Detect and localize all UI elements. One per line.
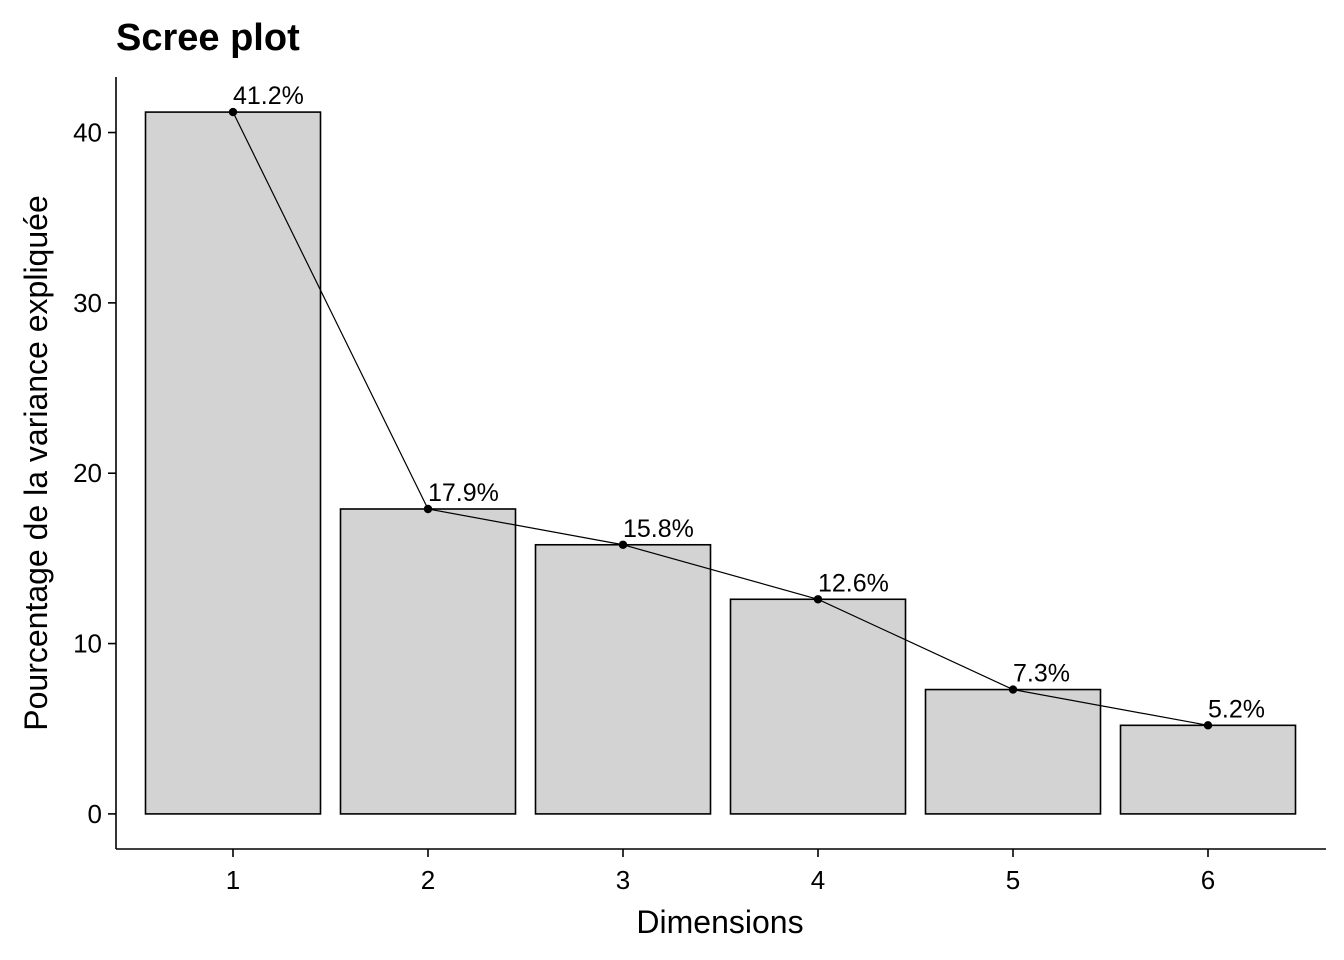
point-dim-3 [618, 540, 628, 549]
data-label-dim-6: 5.2% [1208, 695, 1265, 723]
x-tick-label-2: 2 [421, 865, 435, 895]
y-tick-label-0: 0 [88, 799, 102, 829]
point-dim-5 [1008, 685, 1018, 694]
bar-dim-5 [924, 688, 1102, 815]
bars-layer [144, 111, 1297, 815]
data-label-dim-4: 12.6% [818, 569, 889, 597]
data-label-dim-5: 7.3% [1013, 660, 1070, 688]
x-ticks: 1 2 3 4 5 6 [226, 849, 1215, 895]
point-dim-2 [423, 504, 433, 514]
data-label-dim-1: 41.2% [233, 82, 304, 110]
point-dim-1 [228, 107, 238, 117]
bar-dim-4 [729, 598, 907, 815]
y-tick-label-10: 10 [73, 629, 102, 659]
point-dim-6 [1203, 721, 1213, 730]
variance-line [232, 111, 1209, 726]
y-ticks: 0 10 20 30 40 [73, 118, 116, 829]
y-tick-label-40: 40 [73, 118, 102, 148]
x-tick-label-3: 3 [616, 865, 630, 895]
x-tick-label-4: 4 [811, 865, 825, 895]
bar-dim-2 [339, 508, 517, 815]
data-label-dim-3: 15.8% [623, 515, 694, 543]
point-dim-4 [813, 595, 823, 604]
y-tick-label-30: 30 [73, 288, 102, 318]
x-tick-label-6: 6 [1201, 865, 1215, 895]
data-label-dim-2: 17.9% [428, 479, 499, 507]
axes-layer [115, 77, 1326, 850]
x-tick-label-5: 5 [1006, 865, 1020, 895]
y-tick-label-20: 20 [73, 458, 102, 488]
chart-title: Scree plot [116, 17, 300, 59]
y-axis-title: Pourcentage de la variance expliquée [18, 195, 54, 730]
data-labels-layer: 41.2% 17.9% 15.8% 12.6% 7.3% 5.2% [233, 82, 1265, 723]
x-axis-title: Dimensions [636, 904, 803, 940]
bar-dim-6 [1119, 724, 1297, 815]
x-tick-label-1: 1 [226, 865, 240, 895]
trend-layer [228, 107, 1213, 730]
bar-dim-1 [144, 111, 322, 815]
bar-dim-3 [534, 543, 712, 815]
